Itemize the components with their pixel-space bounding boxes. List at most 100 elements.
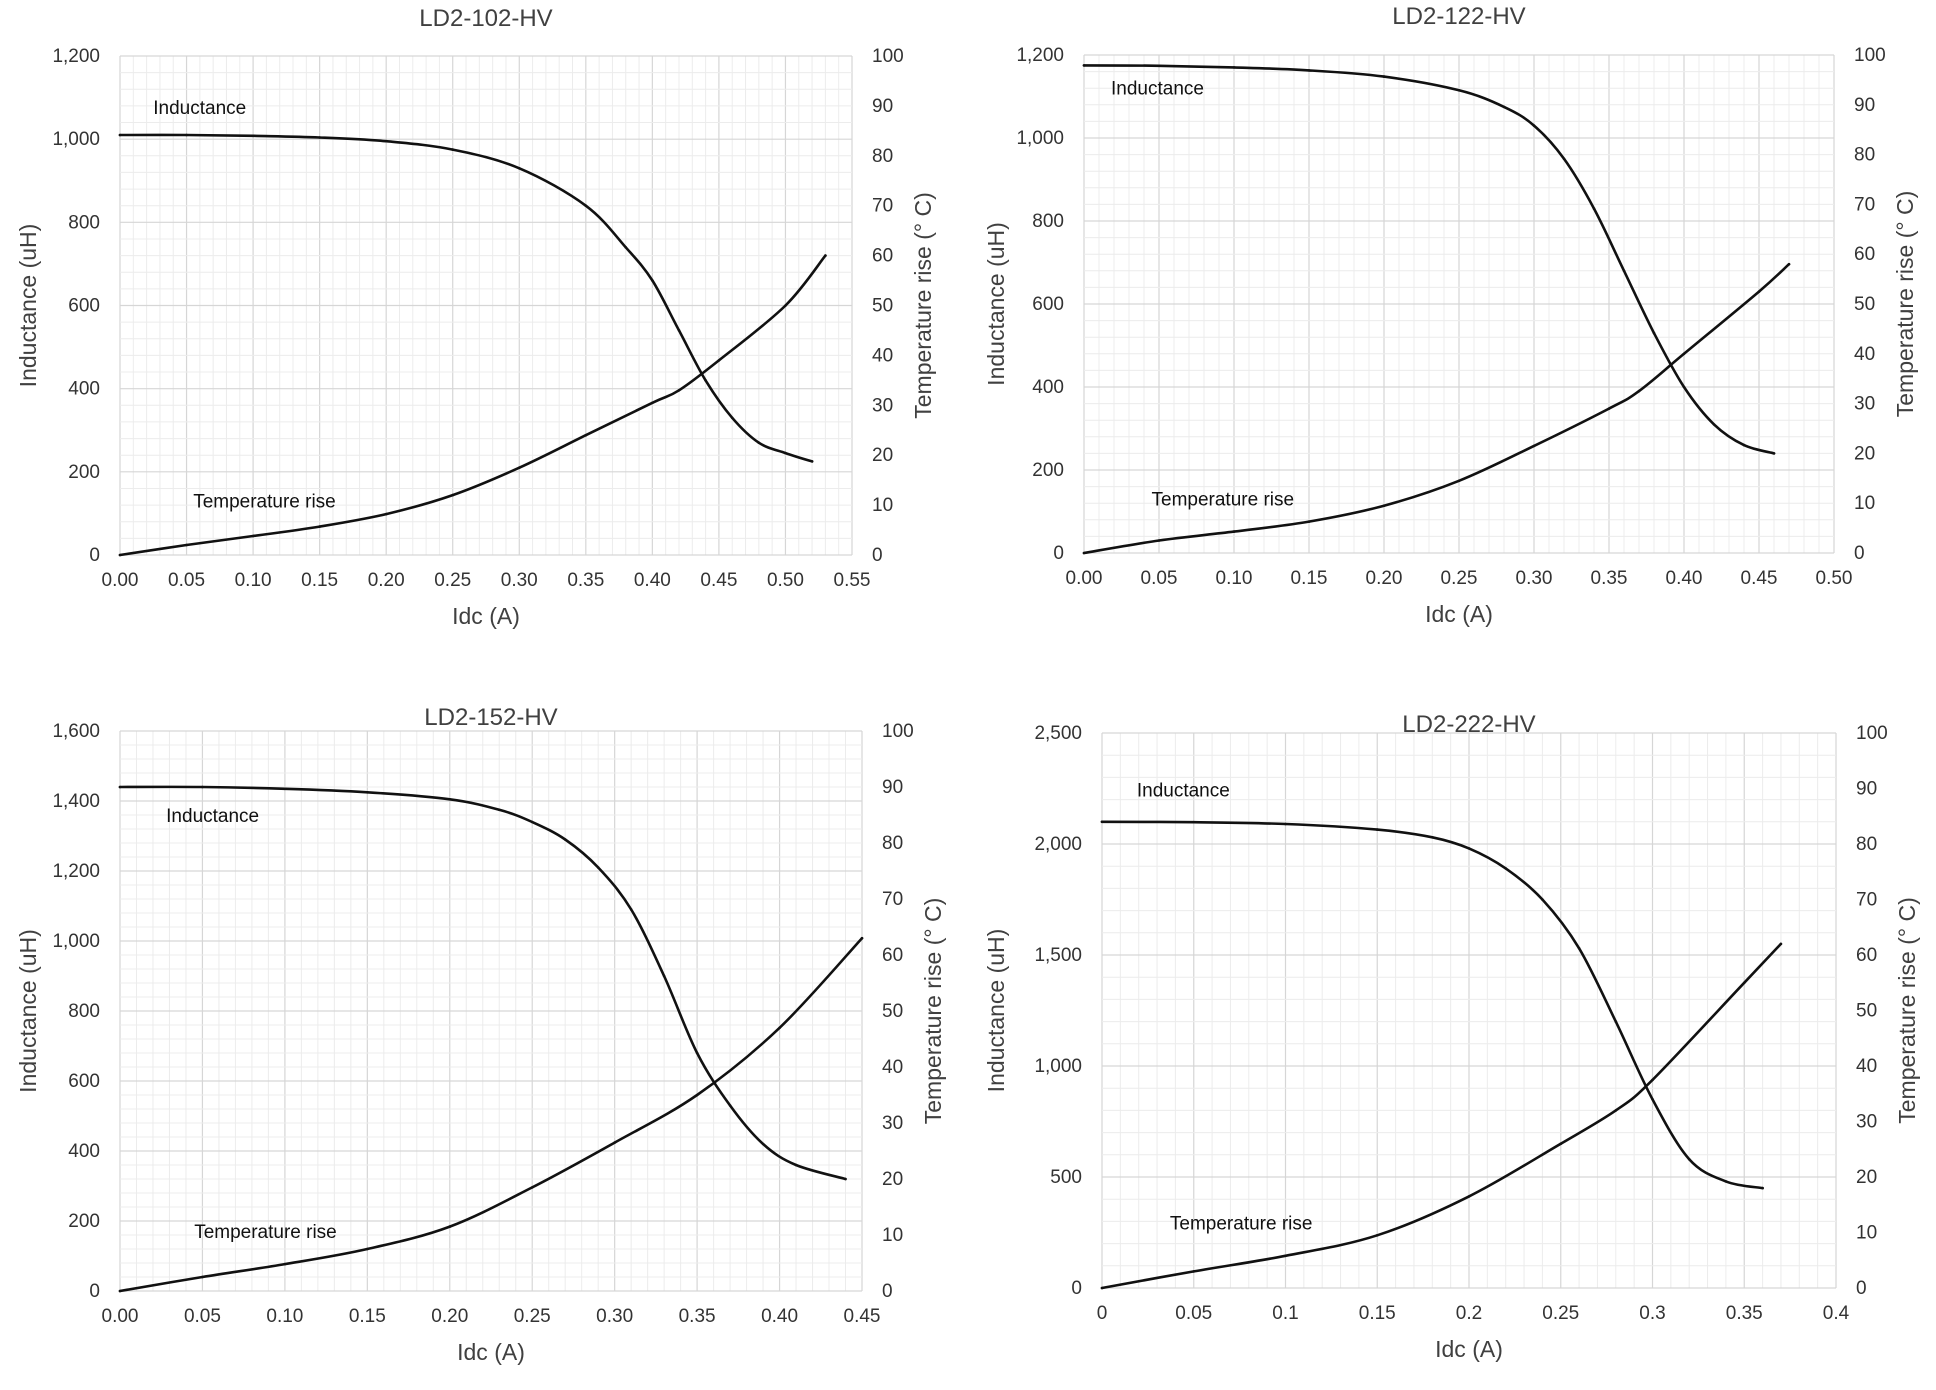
data-point xyxy=(1467,847,1471,850)
data-point xyxy=(451,148,455,151)
x-tick-label: 0.25 xyxy=(1542,1303,1579,1324)
x-tick-label: 0.2 xyxy=(1456,1303,1482,1324)
y-tick-label: 600 xyxy=(1032,294,1064,315)
x-tick-label: 0 xyxy=(1097,1303,1108,1324)
y2-tick-label: 60 xyxy=(882,945,903,966)
inductance-label: Inductance xyxy=(166,806,259,827)
data-point xyxy=(1157,539,1161,542)
chart-title: LD2-222-HV xyxy=(1402,711,1535,738)
y2-tick-label: 50 xyxy=(882,1001,903,1022)
data-point xyxy=(1082,64,1086,67)
y-tick-label: 1,000 xyxy=(1016,128,1064,149)
y2-tick-label: 60 xyxy=(872,246,893,267)
y2-axis-label: Temperature rise (° C) xyxy=(1892,191,1918,417)
data-point xyxy=(185,133,188,137)
chart-title: LD2-152-HV xyxy=(424,704,557,731)
data-point xyxy=(1614,1020,1618,1023)
x-tick-label: 0.15 xyxy=(1359,1303,1396,1324)
y2-tick-label: 50 xyxy=(872,296,893,317)
inductance-label: Inductance xyxy=(1111,78,1204,99)
data-point xyxy=(1757,290,1761,293)
y-tick-label: 1,500 xyxy=(1034,945,1082,966)
y-tick-label: 1,600 xyxy=(52,721,100,742)
x-tick-label: 0.05 xyxy=(1175,1303,1212,1324)
chart-ld2-222-hv: LD2-222-HV 0 0.05 0.1 0.15 0.2 0.25 0.3 0.35 0.4 0… xyxy=(983,711,1920,1362)
x-axis-label: Idc (A) xyxy=(452,603,520,629)
y-tick-label: 400 xyxy=(1032,377,1064,398)
x-tick-label: 0.30 xyxy=(1516,568,1553,589)
y-tick-label: 800 xyxy=(1032,211,1064,232)
data-point xyxy=(1284,822,1287,826)
x-tick-label: 0.05 xyxy=(184,1306,221,1327)
data-point xyxy=(629,908,633,911)
y-tick-label: 2,500 xyxy=(1034,723,1082,744)
data-point xyxy=(451,493,455,497)
y-tick-label: 400 xyxy=(68,1141,100,1162)
data-point xyxy=(518,167,521,170)
y2-tick-label: 40 xyxy=(1854,344,1875,365)
gridlines xyxy=(1083,54,1835,554)
y2-tick-label: 80 xyxy=(1854,145,1875,166)
y2-tick-label: 100 xyxy=(872,46,904,67)
y-tick-label: 1,000 xyxy=(1034,1056,1082,1077)
y-tick-label: 1,400 xyxy=(52,791,100,812)
data-point xyxy=(613,1141,616,1144)
x-tick-label: 0.20 xyxy=(431,1306,468,1327)
y-tick-label: 2,000 xyxy=(1034,834,1082,855)
x-tick-label: 0.35 xyxy=(679,1306,716,1327)
data-point xyxy=(784,451,787,455)
y2-tick-label: 70 xyxy=(1856,890,1877,911)
x-tick-label: 0.25 xyxy=(1441,568,1478,589)
x-tick-label: 0.45 xyxy=(1741,568,1778,589)
inductance-line xyxy=(118,133,814,463)
x-tick-label: 0.00 xyxy=(102,1306,139,1327)
x-tick-label: 0.25 xyxy=(514,1306,551,1327)
temperature-rise-label: Temperature rise xyxy=(1170,1214,1313,1235)
data-point xyxy=(1712,423,1716,426)
y-tick-label: 200 xyxy=(68,1211,100,1232)
series-points xyxy=(1082,64,1776,455)
chart-title: LD2-102-HV xyxy=(419,5,552,32)
y2-tick-label: 80 xyxy=(872,146,893,167)
gridlines xyxy=(119,55,853,556)
chart-ld2-152-hv: LD2-152-HV 0.00 0.05 0.10 0.15 0.20 0.25 0.30 0.… xyxy=(15,704,946,1365)
data-point xyxy=(201,785,204,789)
data-point xyxy=(530,820,534,824)
y2-axis-label: Temperature rise (° C) xyxy=(1894,897,1920,1123)
data-point xyxy=(1637,389,1641,393)
data-point xyxy=(761,1142,765,1146)
data-point xyxy=(118,1289,122,1293)
data-point xyxy=(784,304,787,307)
y2-tick-label: 60 xyxy=(1856,945,1877,966)
data-point xyxy=(1652,331,1656,335)
y-tick-label: 0 xyxy=(89,1281,100,1302)
y-tick-label: 800 xyxy=(68,212,100,233)
x-tick-label: 0.45 xyxy=(700,570,737,591)
temperature-rise-label: Temperature rise xyxy=(193,492,336,513)
y-axis-label: Inductance (uH) xyxy=(983,929,1009,1093)
x-tick-label: 0.15 xyxy=(349,1306,386,1327)
data-point xyxy=(1682,385,1686,389)
data-point xyxy=(530,1186,534,1189)
x-tick-label: 0.50 xyxy=(1816,568,1853,589)
y-tick-label: 1,200 xyxy=(52,861,100,882)
data-point xyxy=(118,785,122,789)
data-point xyxy=(677,329,681,332)
y2-tick-label: 30 xyxy=(872,395,893,416)
data-point xyxy=(1157,64,1161,68)
data-point xyxy=(1787,262,1791,266)
y2-tick-label: 90 xyxy=(1854,95,1875,116)
data-point xyxy=(584,204,588,207)
x-tick-label: 0.25 xyxy=(434,570,471,591)
y-tick-label: 1,200 xyxy=(52,46,100,67)
data-point xyxy=(318,136,321,139)
x-tick-label: 0.20 xyxy=(368,570,405,591)
x-tick-label: 0.30 xyxy=(501,570,538,591)
chart-ld2-122-hv: LD2-122-HV 0.00 0.05 0.10 0.15 0.20 0.25 0.30 0.… xyxy=(983,3,1918,627)
data-point xyxy=(677,389,681,392)
data-point xyxy=(695,1093,699,1097)
x-tick-label: 0.3 xyxy=(1639,1303,1665,1324)
data-point xyxy=(1457,89,1461,92)
data-point xyxy=(1742,981,1746,985)
